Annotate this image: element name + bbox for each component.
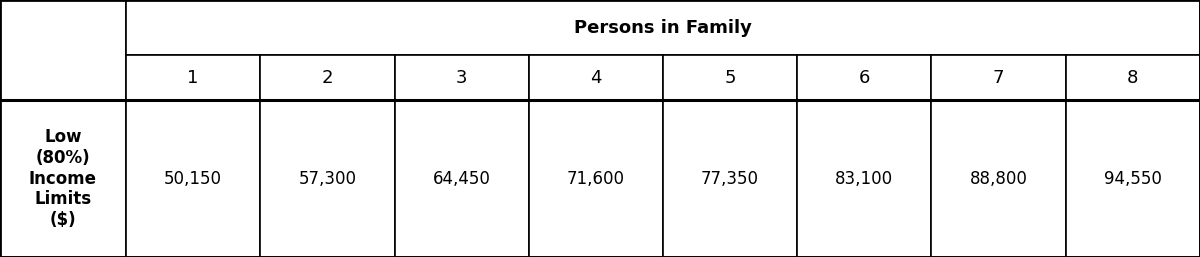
Bar — [931, 100, 1066, 257]
Bar — [126, 0, 1200, 55]
Bar — [797, 100, 931, 257]
Text: 64,450: 64,450 — [433, 170, 491, 188]
Text: 77,350: 77,350 — [701, 170, 760, 188]
Text: 4: 4 — [590, 69, 601, 87]
Bar — [797, 55, 931, 100]
Bar — [1066, 55, 1200, 100]
Text: 6: 6 — [859, 69, 870, 87]
Bar — [260, 100, 395, 257]
Text: 3: 3 — [456, 69, 467, 87]
Text: 83,100: 83,100 — [835, 170, 894, 188]
Text: 57,300: 57,300 — [299, 170, 356, 188]
Bar — [126, 55, 260, 100]
Bar — [1066, 100, 1200, 257]
Text: 71,600: 71,600 — [566, 170, 625, 188]
Text: 50,150: 50,150 — [164, 170, 222, 188]
Bar — [395, 100, 529, 257]
Bar — [0, 100, 126, 257]
Bar — [931, 55, 1066, 100]
Text: 2: 2 — [322, 69, 334, 87]
Text: Persons in Family: Persons in Family — [574, 19, 752, 37]
Text: Low
(80%)
Income
Limits
($): Low (80%) Income Limits ($) — [29, 128, 97, 229]
Bar — [662, 100, 797, 257]
Bar — [662, 55, 797, 100]
Bar — [126, 100, 260, 257]
Bar — [529, 55, 662, 100]
Bar — [529, 100, 662, 257]
Text: 94,550: 94,550 — [1104, 170, 1162, 188]
Text: 88,800: 88,800 — [970, 170, 1027, 188]
Text: 8: 8 — [1127, 69, 1139, 87]
Bar — [395, 55, 529, 100]
Text: 5: 5 — [725, 69, 736, 87]
Text: 7: 7 — [992, 69, 1004, 87]
Bar — [260, 55, 395, 100]
Bar — [0, 0, 126, 100]
Text: 1: 1 — [187, 69, 199, 87]
